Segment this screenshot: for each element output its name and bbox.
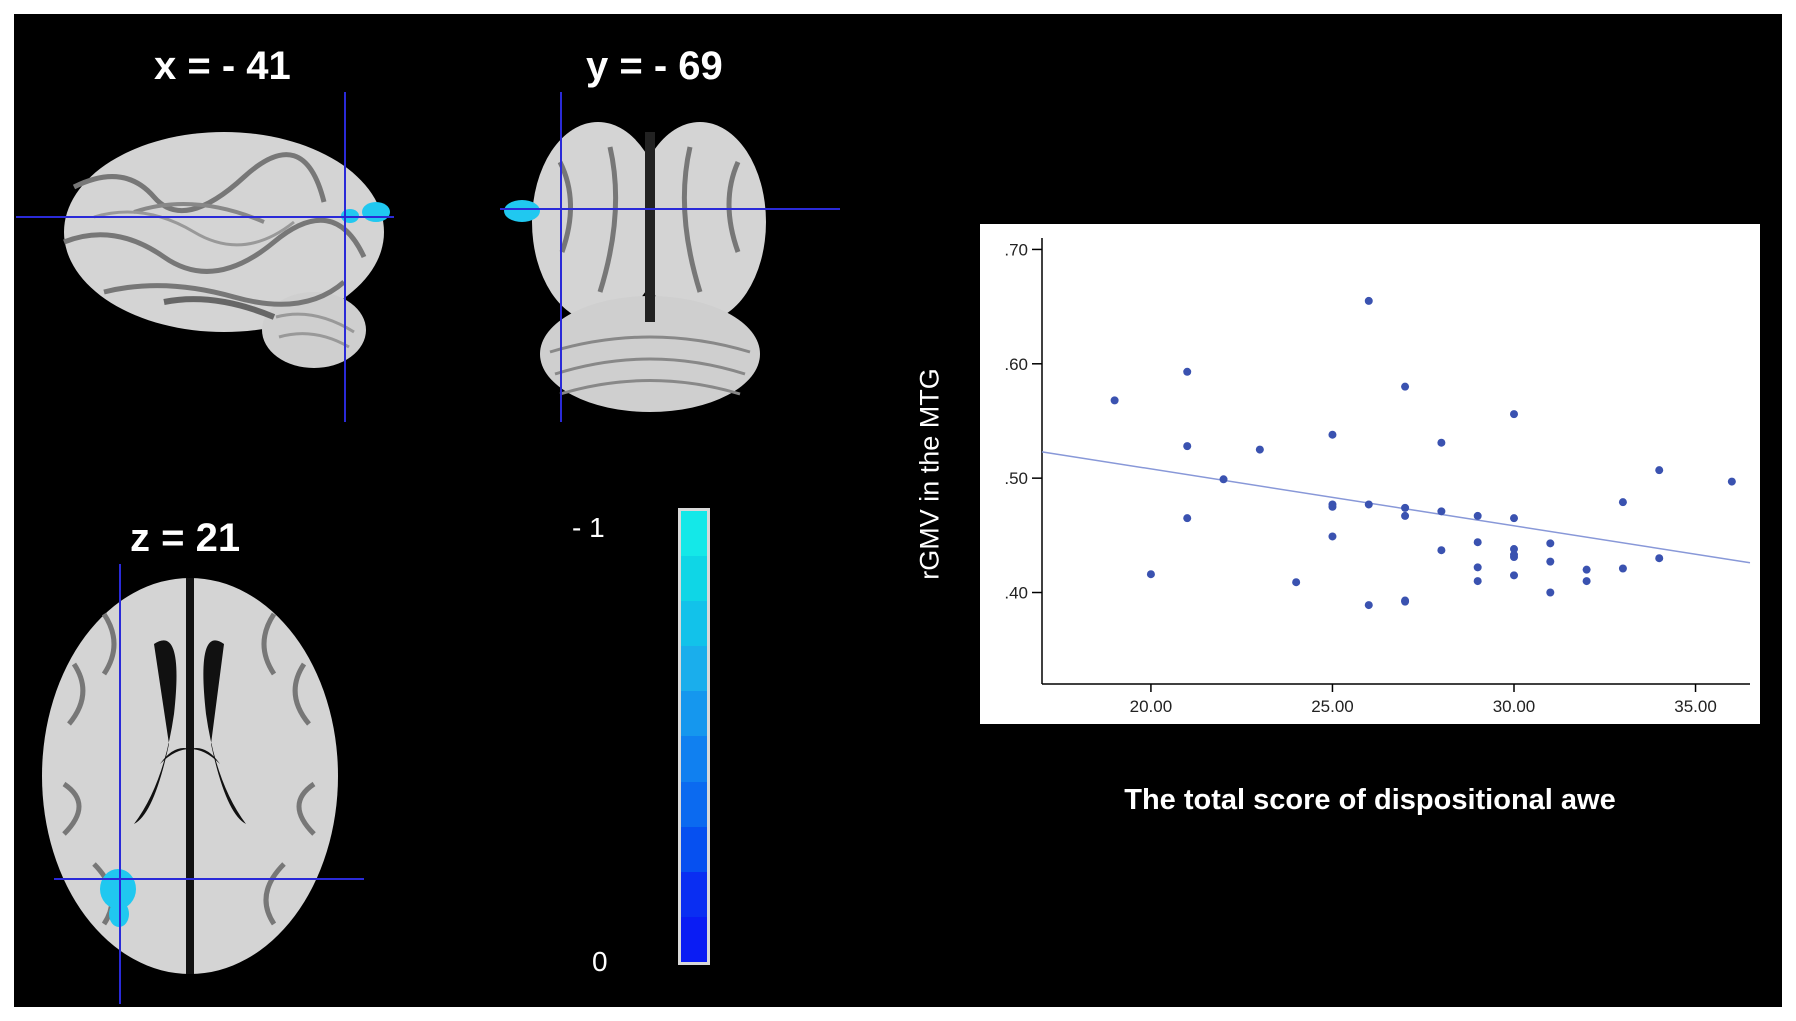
data-point (1255, 445, 1264, 454)
colorbar-segment (681, 511, 707, 557)
fit-line (1041, 451, 1751, 564)
data-point (1328, 502, 1337, 511)
data-point (1401, 597, 1410, 606)
data-point (1401, 382, 1410, 391)
data-point (1219, 475, 1228, 484)
data-point (1292, 578, 1301, 587)
data-point (1618, 564, 1627, 573)
data-point (1546, 539, 1555, 548)
data-point (1655, 554, 1664, 563)
data-point (1401, 511, 1410, 520)
x-tick-label: 25.00 (1311, 697, 1354, 716)
data-point (1510, 410, 1518, 419)
data-point (1655, 466, 1664, 475)
data-point (1110, 396, 1119, 405)
y-axis-label: rGMV in the MTG (914, 368, 945, 580)
y-tick-label: .70 (1004, 240, 1028, 259)
y-tick-label: .40 (1004, 584, 1028, 603)
x-tick-label: 20.00 (1130, 697, 1173, 716)
data-point (1546, 588, 1555, 597)
data-point (1473, 563, 1482, 572)
data-point (1727, 477, 1736, 486)
data-point (1364, 500, 1373, 509)
data-point (1510, 553, 1518, 562)
colorbar-max-label: - 1 (572, 512, 605, 543)
data-point (1183, 514, 1192, 523)
colorbar-segment (681, 781, 707, 827)
x-tick-label: 35.00 (1674, 697, 1717, 716)
data-point (1146, 570, 1155, 579)
coronal-brain-slice (500, 92, 840, 422)
data-point (1401, 503, 1410, 512)
axial-brain-slice (42, 564, 364, 1004)
data-point (1510, 545, 1518, 554)
black-panel: x = - 41 y = - 69 (14, 14, 1782, 1007)
scatter-chart: .40 .50 .60 .70 20.00 25.00 30.00 35.00 (1004, 238, 1751, 716)
sagittal-brain-slice (16, 92, 394, 422)
colorbar-segment (681, 601, 707, 647)
data-point (1364, 601, 1373, 610)
data-point (1328, 430, 1337, 439)
colorbar-segment (681, 556, 707, 602)
data-point (1183, 367, 1192, 376)
data-point (1473, 511, 1482, 520)
x-tick-label: 30.00 (1493, 697, 1536, 716)
y-tick-label: .50 (1004, 469, 1028, 488)
colorbar-segment (681, 736, 707, 782)
data-point (1437, 438, 1446, 447)
data-point (1473, 577, 1482, 586)
colorbar-segment (681, 871, 707, 917)
data-point (1510, 514, 1518, 523)
data-point (1437, 507, 1446, 516)
sagittal-slice-title: x = - 41 (154, 44, 291, 88)
data-point (1582, 565, 1591, 574)
colorbar-segment (681, 826, 707, 872)
data-point (1437, 546, 1446, 555)
data-point (1473, 538, 1482, 547)
data-point (1183, 442, 1192, 451)
data-point (1618, 498, 1627, 507)
data-point (1328, 532, 1337, 541)
y-tick-label: .60 (1004, 355, 1028, 374)
colorbar-segment (681, 646, 707, 692)
data-point (1510, 571, 1518, 580)
data-point (1546, 557, 1555, 566)
scatter-plot-area: .40 .50 .60 .70 20.00 25.00 30.00 35.00 (980, 224, 1760, 724)
data-point (1364, 296, 1373, 305)
colorbar-segment (681, 691, 707, 737)
data-point (1582, 577, 1591, 586)
colorbar-min-label: 0 (592, 946, 608, 977)
coronal-slice-title: y = - 69 (586, 44, 723, 88)
axial-slice-title: z = 21 (130, 516, 241, 560)
colorbar (678, 508, 710, 965)
colorbar-segment (681, 916, 707, 962)
x-axis-label: The total score of dispositional awe (1124, 784, 1616, 816)
